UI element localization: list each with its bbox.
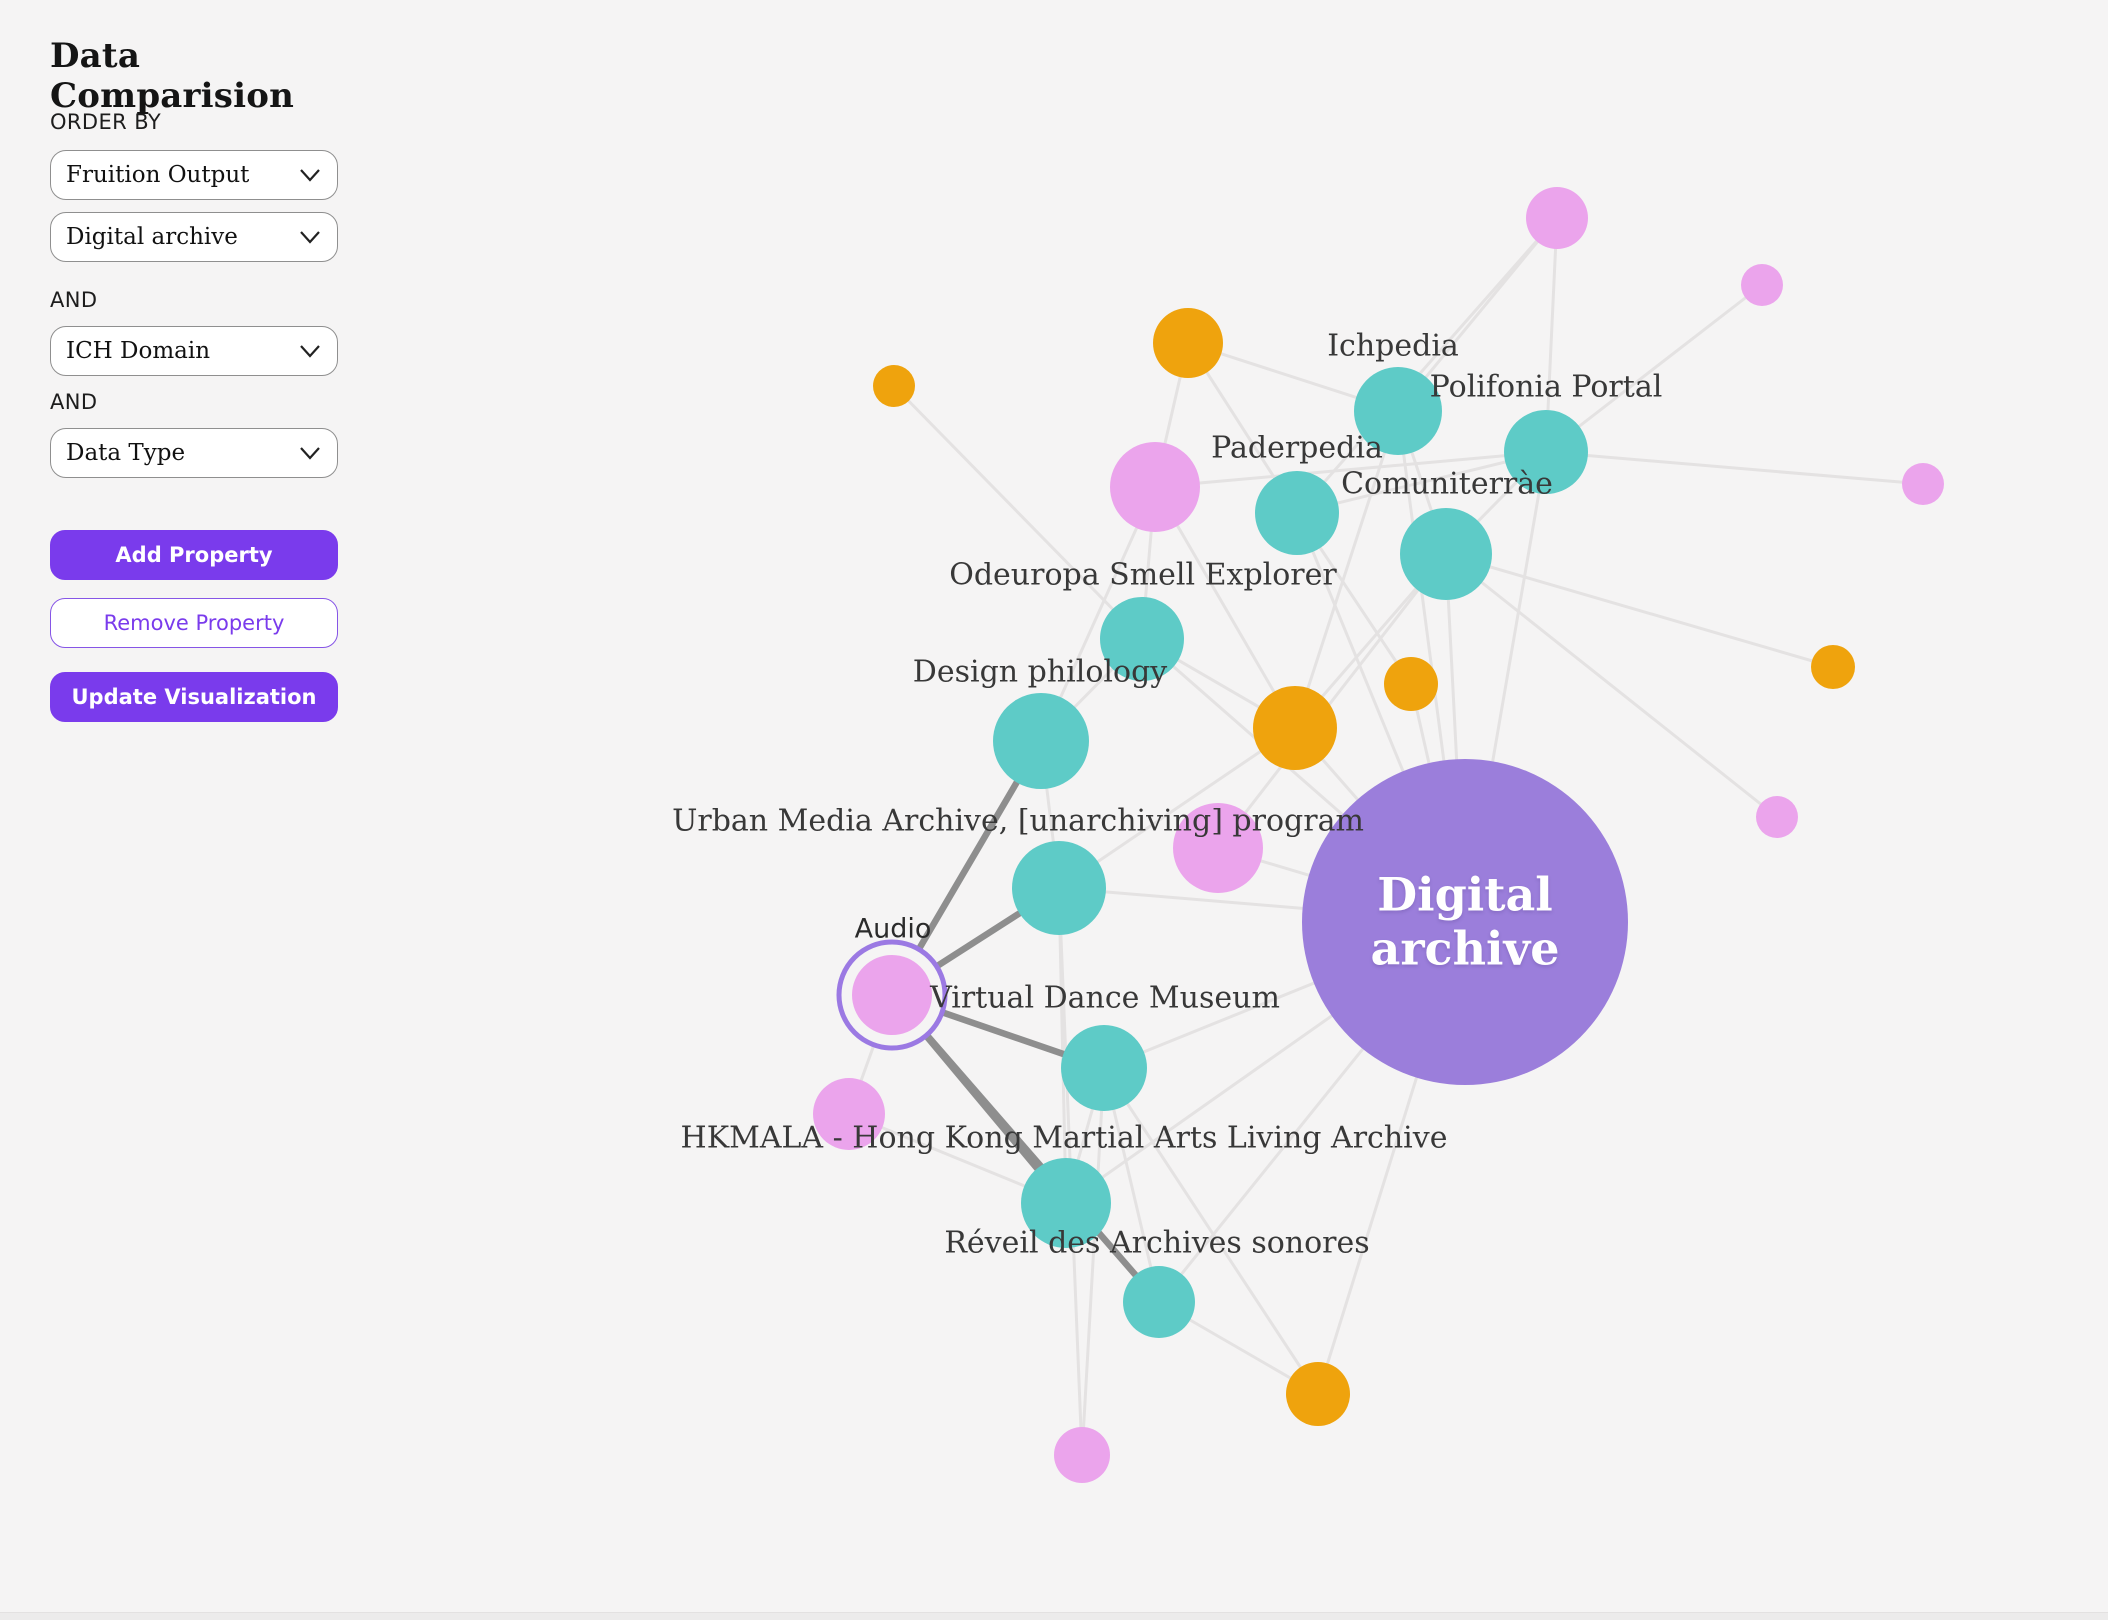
graph-node-teal-1[interactable]	[1012, 841, 1106, 935]
select-data-type-value: Data Type	[66, 440, 186, 466]
and-label: AND	[50, 390, 98, 414]
graph-node-orange-3[interactable]	[1384, 657, 1438, 711]
graph-edge-teal-1--orange-5	[1058, 726, 1296, 890]
graph-node-virtual-dance-museum[interactable]	[1061, 1025, 1147, 1111]
graph-node-polifonia-portal[interactable]	[1504, 410, 1588, 494]
graph-node-orange-2[interactable]	[873, 365, 915, 407]
chevron-down-icon	[300, 231, 320, 244]
graph-edge-pink-3--polifonia-portal	[1154, 450, 1547, 489]
graph-edge-polifonia-portal--pink-4	[1545, 450, 1924, 486]
graph-edge-comuniterrae--pink-5	[1445, 552, 1778, 819]
select-order-primary-value: Fruition Output	[66, 162, 250, 188]
graph-edge-comuniterrae--orange-4	[1445, 552, 1834, 669]
graph-node-pink-5[interactable]	[1756, 796, 1798, 838]
graph-node-paderpedia[interactable]	[1255, 471, 1339, 555]
page-title: Data Comparision	[50, 36, 295, 116]
graph-node-reveil-des-archives-sonores[interactable]	[1123, 1266, 1195, 1338]
graph-node-pink-2[interactable]	[1741, 264, 1783, 306]
graph-node-orange-5[interactable]	[1253, 686, 1337, 770]
graph-node-odeuropa-smell-explorer[interactable]	[1100, 597, 1184, 681]
filter-sidebar: Data Comparision ORDER BY Fruition Outpu…	[50, 36, 342, 722]
order-by-label: ORDER BY	[50, 110, 162, 134]
chevron-down-icon	[300, 447, 320, 460]
window-bottom-edge	[0, 1612, 2108, 1620]
graph-node-orange-1[interactable]	[1153, 308, 1223, 378]
graph-node-digital-archive[interactable]	[1302, 759, 1628, 1085]
graph-edge-pink-1--paderpedia	[1295, 217, 1559, 514]
select-order-primary[interactable]: Fruition Output	[50, 150, 338, 200]
select-ich-domain-value: ICH Domain	[66, 338, 211, 364]
graph-node-comuniterrae[interactable]	[1400, 508, 1492, 600]
graph-edge-ichpedia--orange-5	[1293, 410, 1400, 729]
chevron-down-icon	[300, 169, 320, 182]
graph-node-pink-3[interactable]	[1110, 442, 1200, 532]
select-order-secondary-value: Digital archive	[66, 224, 238, 250]
select-ich-domain[interactable]: ICH Domain	[50, 326, 338, 376]
graph-node-audio[interactable]	[852, 955, 932, 1035]
graph-edge-audio--reveil-des-archives-sonores	[889, 992, 1162, 1305]
add-property-button[interactable]: Add Property	[50, 530, 338, 580]
graph-edge-virtual-dance-museum--orange-6	[1102, 1067, 1320, 1395]
select-order-secondary[interactable]: Digital archive	[50, 212, 338, 262]
graph-edge-pink-2--polifonia-portal	[1545, 283, 1763, 454]
and-label: AND	[50, 288, 98, 312]
select-data-type[interactable]: Data Type	[50, 428, 338, 478]
graph-node-orange-6[interactable]	[1286, 1362, 1350, 1426]
graph-node-ichpedia[interactable]	[1354, 367, 1442, 455]
graph-node-pink-7[interactable]	[1054, 1427, 1110, 1483]
graph-node-pink-6[interactable]	[813, 1078, 885, 1150]
graph-edge-orange-2--odeuropa-smell-explorer	[892, 384, 1144, 641]
graph-edge-virtual-dance-museum--pink-7	[1080, 1067, 1106, 1456]
chevron-down-icon	[300, 345, 320, 358]
graph-node-hkmala[interactable]	[1021, 1158, 1111, 1248]
graph-node-pink-1[interactable]	[1526, 187, 1588, 249]
update-visualization-button[interactable]: Update Visualization	[50, 672, 338, 722]
graph-node-design-philology[interactable]	[993, 693, 1089, 789]
remove-property-button[interactable]: Remove Property	[50, 598, 338, 648]
graph-edge-orange-5--pink-3	[1153, 486, 1297, 729]
graph-node-orange-4[interactable]	[1811, 645, 1855, 689]
graph-edge-comuniterrae--urban-media-archive	[1216, 553, 1448, 849]
graph-node-pink-4[interactable]	[1902, 463, 1944, 505]
graph-node-urban-media-archive[interactable]	[1173, 803, 1263, 893]
